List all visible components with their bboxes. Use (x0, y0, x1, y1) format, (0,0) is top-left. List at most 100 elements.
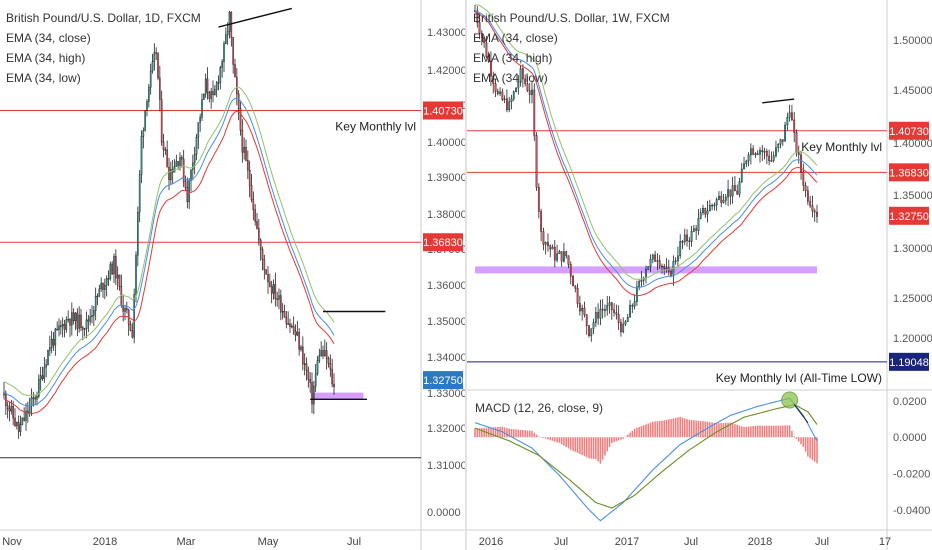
weekly-candle-body (515, 87, 517, 93)
weekly-x-tick-label: 2016 (479, 536, 503, 548)
macd-histogram-bar (695, 420, 697, 438)
weekly-chart-panel[interactable]: 1.50000 1.45000 1.40000 1.35000 1.30000 1.250… (467, 0, 932, 550)
daily-candle-body (45, 364, 47, 368)
weekly-ema-low-line (474, 11, 818, 297)
macd-histogram-bar (747, 426, 750, 438)
daily-candle-body (313, 385, 315, 405)
daily-candle-body (41, 375, 44, 379)
macd-histogram-bar (722, 422, 725, 438)
macd-histogram-bar (611, 437, 613, 444)
weekly-candle-body (528, 90, 531, 95)
weekly-candle-body (711, 204, 714, 207)
weekly-candle-body (563, 251, 565, 262)
daily-candle-body (30, 397, 33, 407)
daily-candle-body (245, 147, 247, 161)
weekly-candle-body (802, 171, 805, 186)
weekly-candle-body (670, 271, 672, 277)
daily-candle-body (206, 78, 209, 93)
weekly-candle-body (786, 117, 789, 126)
weekly-trendline (762, 98, 795, 104)
panel-divider[interactable] (465, 0, 467, 550)
macd-histogram-bar (727, 422, 729, 438)
weekly-candle-body (704, 207, 707, 215)
daily-candle-body (219, 67, 222, 83)
daily-candle-body (278, 295, 280, 300)
daily-y-tick-label: 1.32000 (427, 423, 465, 435)
weekly-chart-canvas[interactable]: 1.50000 1.45000 1.40000 1.35000 1.30000 1.250… (467, 0, 932, 550)
weekly-candle-body (706, 210, 709, 215)
daily-candle-body (237, 93, 240, 109)
daily-candle-body (303, 363, 306, 365)
macd-histogram-bar (775, 425, 777, 438)
weekly-candle-body (809, 201, 812, 206)
daily-candle-body (182, 158, 185, 182)
weekly-candle-body (629, 305, 631, 318)
daily-candle-body (327, 358, 330, 364)
weekly-candle-body (663, 266, 666, 269)
macd-histogram-bar (535, 434, 538, 438)
weekly-candle-body (647, 266, 650, 270)
daily-candle-body (107, 278, 110, 280)
weekly-candle-body (506, 98, 508, 111)
daily-candle-body (144, 110, 146, 131)
daily-candle-body (126, 308, 128, 311)
macd-histogram-bar (569, 437, 572, 450)
macd-histogram-bar (551, 437, 554, 441)
macd-histogram-bar (474, 428, 476, 438)
weekly-candle-body (779, 139, 782, 145)
daily-candle-body (19, 424, 22, 432)
daily-candle-body (294, 330, 297, 336)
weekly-ema-close-line (474, 10, 818, 289)
daily-y-tick-label: 1.40000 (427, 137, 465, 149)
daily-chart-panel[interactable]: 1.430001.420001.410001.400001.390001.380… (0, 0, 465, 550)
daily-level-badge: 1.36830 (423, 237, 463, 249)
daily-y-tick-label: 0.0000 (427, 507, 461, 519)
weekly-candle-body (781, 139, 784, 142)
daily-candle-body (116, 274, 119, 279)
macd-histogram-bar (706, 421, 709, 438)
daily-chart-legend: British Pound/U.S. Dollar, 1D, FXCM EMA … (6, 8, 201, 88)
weekly-candle-body (483, 37, 486, 43)
macd-histogram-bar (554, 437, 556, 442)
daily-candle-body (267, 274, 269, 283)
daily-candle-body (148, 87, 150, 102)
daily-candle-body (210, 91, 212, 99)
daily-candle-body (325, 350, 328, 359)
macd-histogram-bar (581, 437, 583, 456)
daily-candle-body (259, 239, 262, 250)
daily-chart-canvas[interactable]: 1.430001.420001.410001.400001.390001.380… (0, 0, 465, 550)
macd-histogram-bar (599, 437, 602, 464)
macd-histogram-bar (754, 425, 757, 438)
weekly-candle-body (499, 91, 501, 94)
weekly-candle-body (526, 83, 529, 91)
daily-level-badge-bg (423, 233, 463, 252)
daily-support-zone (312, 392, 364, 400)
macd-histogram-bar (592, 437, 595, 459)
daily-candle-body (138, 174, 141, 213)
daily-candle-body (6, 405, 9, 410)
weekly-candle-body (620, 322, 622, 333)
macd-histogram-bar (567, 437, 570, 449)
weekly-candle-body (806, 190, 809, 202)
macd-histogram-bar (702, 421, 704, 438)
daily-candle-body (49, 347, 51, 351)
daily-candle-body (63, 324, 66, 330)
macd-histogram-bar (683, 418, 686, 438)
weekly-candle-body (544, 242, 547, 245)
weekly-candle-body (690, 231, 693, 242)
weekly-candle-body (683, 234, 686, 243)
weekly-y-tick-label: 1.35000 (893, 190, 932, 202)
macd-histogram-bar (563, 437, 565, 446)
macd-trendline (793, 404, 809, 423)
macd-histogram-bar (793, 436, 795, 438)
macd-histogram-bar (779, 425, 782, 438)
daily-candle-body (28, 405, 31, 414)
weekly-candle-body (578, 303, 581, 312)
macd-histogram-bar (802, 437, 805, 447)
daily-candle-body (329, 363, 332, 370)
weekly-candle-body (738, 181, 741, 195)
weekly-candle-body (747, 154, 750, 162)
daily-candle-body (254, 209, 256, 222)
macd-histogram-bar (522, 430, 524, 438)
daily-candle-body (215, 82, 218, 90)
